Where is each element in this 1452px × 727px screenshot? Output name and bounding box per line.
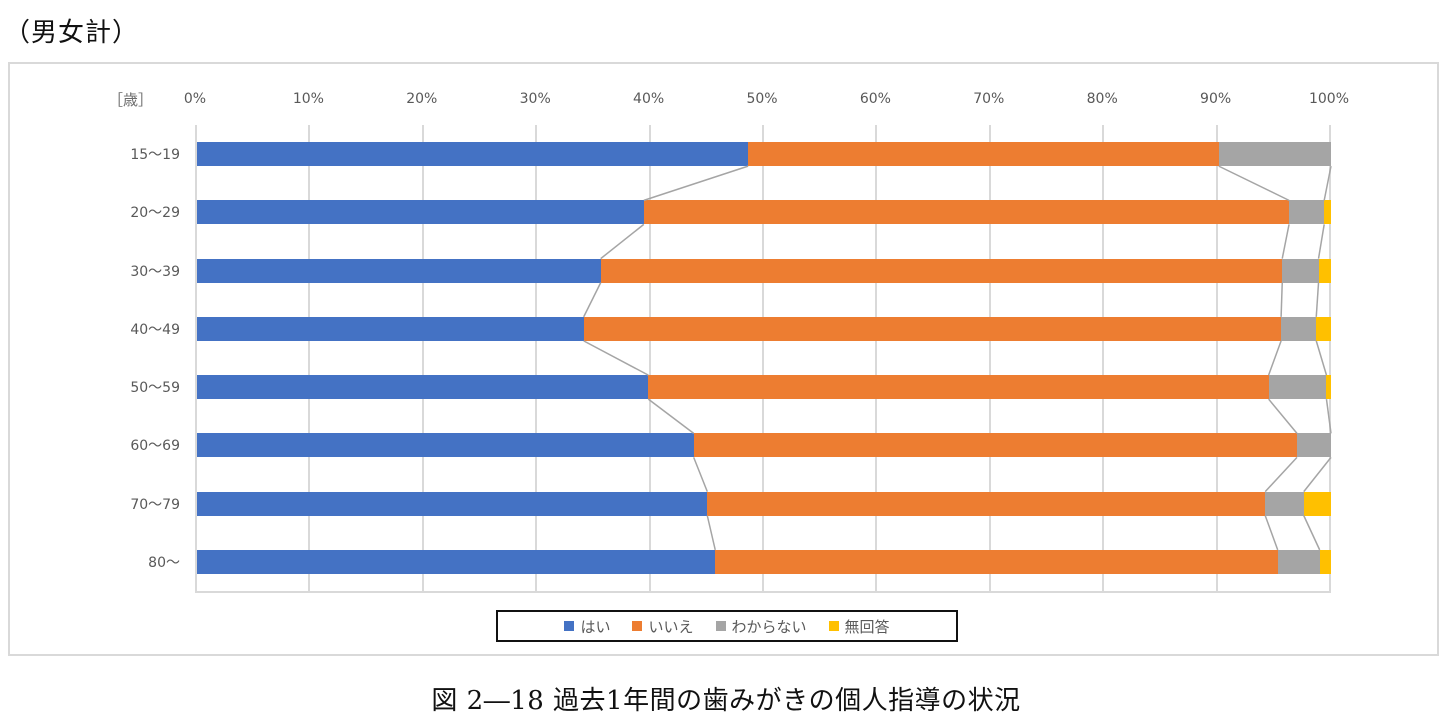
x-tick-label: 90% [1200,91,1232,107]
bar-segment [197,200,644,225]
bar-segment [707,491,1266,516]
x-tick-label: 0% [183,91,207,107]
bar-segment [1319,549,1331,574]
x-tick-label: 70% [973,91,1005,107]
category-label: 70〜79 [130,496,180,513]
legend-item: わからない [715,616,807,637]
bar-segment [197,316,584,341]
x-tick-label: 10% [292,91,324,107]
bar-segment [197,491,708,516]
bar-segment [1324,200,1331,225]
category-label: 20〜29 [130,205,180,222]
bar-segment [197,433,694,458]
chart-subtitle: （男女計） [4,18,140,48]
category-label: 30〜39 [130,263,180,280]
gridline [1215,125,1218,591]
series-lines [583,165,1332,551]
bar-row [197,549,1331,574]
bar-segment [197,142,749,167]
bar-segment [197,549,716,574]
legend-swatch-icon [828,621,839,631]
bar-row [197,258,1331,283]
legend-swatch-icon [715,621,726,631]
bar-row [197,316,1331,341]
legend-swatch-icon [564,621,575,631]
category-label: 15〜19 [130,147,180,164]
y-axis-unit-label: ［歳］ [108,91,154,109]
x-tick-label: 100% [1308,91,1350,107]
bar-segment [1281,316,1317,341]
gridline [648,125,651,591]
gridline [535,125,538,591]
bar-segment [715,549,1278,574]
bar-segment [197,375,649,400]
legend-item: はい [564,616,610,637]
legend-swatch-icon [632,621,643,631]
category-label: 50〜59 [130,380,180,397]
gridline [1329,125,1331,591]
bar-segment [1268,375,1327,400]
gridline [988,125,991,591]
bar-segment [748,142,1219,167]
figure-caption: 図 2―18 過去1年間の歯みがきの個人指導の状況 [431,686,1021,716]
legend-label: いいえ [648,617,694,636]
bar-segment [643,200,1290,225]
bar-row [197,491,1331,516]
plot-area [195,125,1332,593]
bar-segment [1218,142,1331,167]
legend-label: わからない [731,617,807,636]
legend-label: はい [580,617,611,636]
bar-segment [583,316,1282,341]
bar-segment [1296,433,1331,458]
bar-segment [1326,375,1331,400]
legend-label: 無回答 [844,617,890,636]
bar-segment [1316,316,1331,341]
bar-segment [1289,200,1325,225]
gridline [762,125,764,591]
x-tick-label: 20% [406,91,438,107]
bar-row [197,200,1331,225]
x-tick-label: 50% [746,91,778,107]
bar-segment [648,375,1269,400]
bar-segment [1282,258,1319,283]
chart-legend: はい いいえ わからない 無回答 [496,610,958,642]
x-tick-label: 40% [633,91,665,107]
x-tick-label: 60% [859,91,891,107]
bar-segment [693,433,1297,458]
gridline [875,125,878,591]
legend-item: いいえ [632,616,694,637]
gridline [1102,125,1105,591]
bar-row [197,433,1331,458]
category-label: 40〜49 [130,321,180,338]
x-tick-label: 80% [1086,91,1118,107]
bar-segment [197,258,601,283]
bar-row [197,142,1331,167]
category-label: 60〜69 [130,438,180,455]
bar-segment [1318,258,1331,283]
bar-row [197,375,1331,400]
bar-segment [1303,491,1331,516]
category-label: 80〜 [148,554,180,571]
legend-item: 無回答 [828,616,890,637]
bar-segment [1265,491,1304,516]
x-tick-label: 30% [519,91,551,107]
gridline [421,125,424,591]
bar-segment [1277,549,1320,574]
bar-segment [600,258,1283,283]
gridline [308,125,311,591]
